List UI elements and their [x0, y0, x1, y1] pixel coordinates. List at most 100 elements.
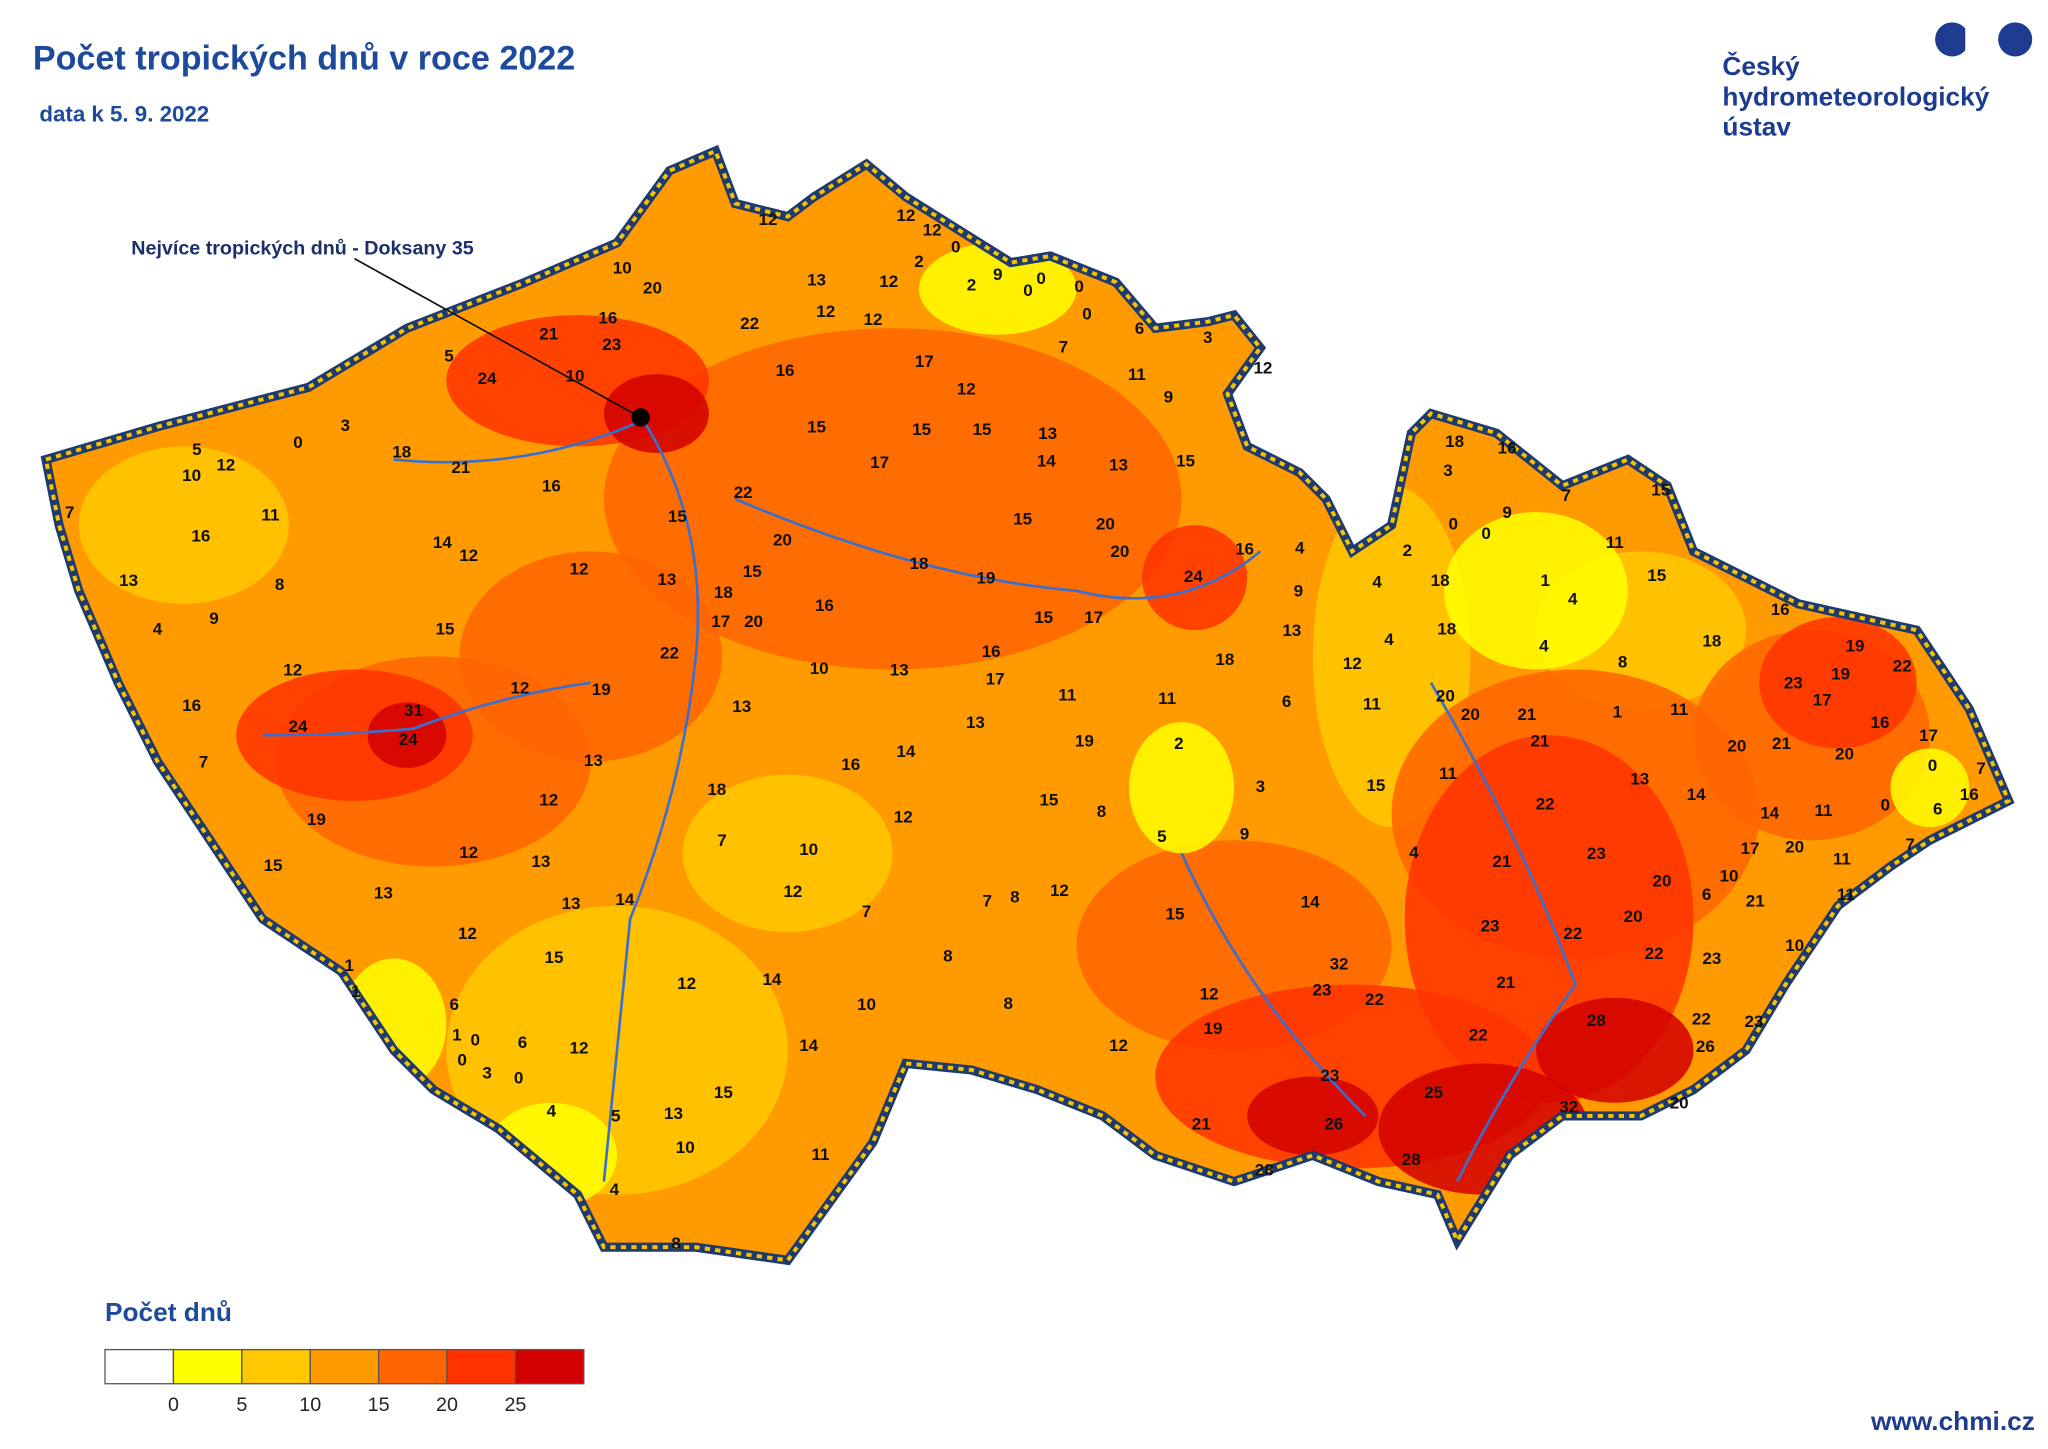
legend-swatch	[377, 1348, 448, 1385]
station-value: 15	[807, 417, 826, 436]
station-value: 12	[879, 272, 898, 291]
station-value: 11	[1158, 689, 1176, 708]
legend-swatch	[446, 1348, 517, 1385]
station-value: 2	[914, 252, 923, 271]
station-value: 8	[1004, 994, 1013, 1013]
station-value: 14	[615, 890, 634, 909]
station-value: 21	[1517, 705, 1536, 724]
station-value: 12	[459, 546, 478, 565]
station-value: 0	[1082, 305, 1091, 324]
station-value: 20	[1461, 705, 1480, 724]
station-value: 21	[1530, 731, 1549, 750]
station-value: 0	[1036, 269, 1045, 288]
station-value: 13	[657, 570, 676, 589]
logo-text: Český	[1722, 51, 1800, 81]
temperature-zone	[341, 958, 447, 1090]
station-value: 18	[1215, 650, 1234, 669]
temperature-zone	[1444, 512, 1628, 670]
station-value: 10	[613, 259, 632, 278]
station-value: 16	[815, 596, 834, 615]
station-value: 4	[153, 620, 163, 639]
station-value: 15	[1034, 608, 1053, 627]
station-value: 0	[1928, 756, 1937, 775]
station-value: 15	[714, 1083, 733, 1102]
station-value: 28	[1402, 1150, 1421, 1169]
legend-swatch	[241, 1348, 311, 1385]
station-value: 11	[1363, 695, 1381, 714]
station-value: 22	[1469, 1025, 1488, 1044]
station-value: 23	[602, 335, 621, 354]
station-value: 9	[1164, 387, 1173, 406]
map-subtitle: data k 5. 9. 2022	[39, 101, 209, 126]
station-value: 8	[943, 947, 952, 966]
river	[393, 418, 700, 1182]
station-value: 15	[1165, 905, 1184, 924]
station-value: 21	[539, 324, 558, 343]
station-value: 19	[307, 810, 326, 829]
station-value: 17	[1813, 691, 1832, 710]
station-value: 10	[566, 366, 585, 385]
station-value: 22	[1893, 656, 1912, 675]
station-value: 16	[841, 755, 860, 774]
station-value: 13	[807, 270, 826, 289]
station-value: 17	[870, 453, 889, 472]
station-value: 21	[1192, 1115, 1211, 1134]
station-value: 12	[759, 210, 778, 229]
station-value: 10	[1720, 866, 1739, 885]
station-value: 18	[392, 442, 411, 461]
station-value: 22	[1365, 990, 1384, 1009]
station-value: 4	[1409, 843, 1419, 862]
temperature-zone	[1142, 525, 1248, 631]
station-value: 14	[433, 533, 452, 552]
station-value: 12	[283, 660, 302, 679]
station-value: 11	[1670, 700, 1688, 719]
station-value: 12	[1200, 985, 1219, 1004]
station-value: 9	[993, 265, 1002, 284]
temperature-zone	[1247, 1076, 1379, 1156]
station-value: 21	[1746, 891, 1765, 910]
station-value: 16	[982, 642, 1001, 661]
station-value: 9	[209, 609, 218, 628]
station-value: 4	[610, 1180, 620, 1199]
station-value: 12	[677, 974, 696, 993]
station-value: 1	[1613, 702, 1622, 721]
station-value: 10	[857, 995, 876, 1014]
station-value: 0	[951, 238, 960, 257]
station-value: 11	[1439, 764, 1457, 783]
station-value: 15	[973, 420, 992, 439]
station-value: 5	[444, 347, 453, 366]
legend-tick-label: 5	[236, 1394, 247, 1416]
station-value: 7	[982, 891, 991, 910]
station-value: 7	[65, 503, 74, 522]
map-title: Počet tropických dnů v roce 2022	[33, 39, 575, 77]
legend: 0 5 10 15 20 25	[104, 1348, 585, 1416]
station-value: 0	[1481, 524, 1490, 543]
logo-circle	[1935, 22, 1970, 57]
logo-circle	[1998, 22, 2033, 57]
station-value: 26	[1696, 1037, 1715, 1056]
logo-text: ústav	[1722, 112, 1791, 142]
station-value: 13	[1630, 769, 1649, 788]
station-value: 8	[1010, 887, 1019, 906]
station-value: 26	[1324, 1115, 1343, 1134]
station-value: 18	[707, 780, 726, 799]
station-value: 3	[1203, 328, 1212, 347]
station-value: 23	[1313, 981, 1332, 1000]
legend-tick-label: 0	[168, 1394, 179, 1416]
station-value: 15	[912, 420, 931, 439]
station-value: 15	[668, 507, 687, 526]
station-value: 15	[1039, 790, 1058, 809]
station-value: 25	[1424, 1083, 1443, 1102]
station-value: 12	[923, 221, 942, 240]
station-value: 10	[1785, 936, 1804, 955]
station-value: 15	[1647, 566, 1666, 585]
station-value: 17	[986, 670, 1005, 689]
station-value: 8	[1097, 802, 1106, 821]
station-value: 7	[1976, 759, 1985, 778]
station-value: 15	[264, 856, 283, 875]
station-value: 8	[1618, 652, 1627, 671]
